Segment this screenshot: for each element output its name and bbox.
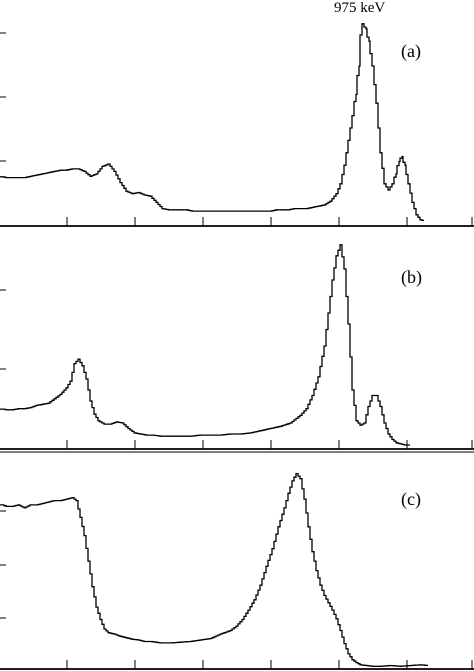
panel-b-label: (b) — [401, 267, 422, 288]
panel-a-y-ticks — [0, 32, 6, 162]
panel-c-y-ticks — [0, 510, 6, 619]
peak-annotation-975kev: 975 keV — [334, 0, 385, 16]
panel-a: 975 keV (a) — [0, 0, 474, 227]
panel-c-spectrum-trace — [0, 472, 428, 667]
panel-a-label: (a) — [401, 41, 421, 62]
panel-c-label: (c) — [401, 489, 421, 510]
panel-b-spectrum-trace — [0, 244, 410, 446]
panel-c-x-ticks — [66, 660, 473, 669]
panel-c: (c) — [0, 451, 474, 670]
panel-b: (b) — [0, 244, 474, 450]
panel-b-y-ticks — [0, 289, 6, 370]
panel-a-spectrum-trace — [0, 23, 424, 222]
panel-b-x-ticks — [66, 440, 473, 449]
panel-a-x-ticks — [66, 217, 473, 226]
